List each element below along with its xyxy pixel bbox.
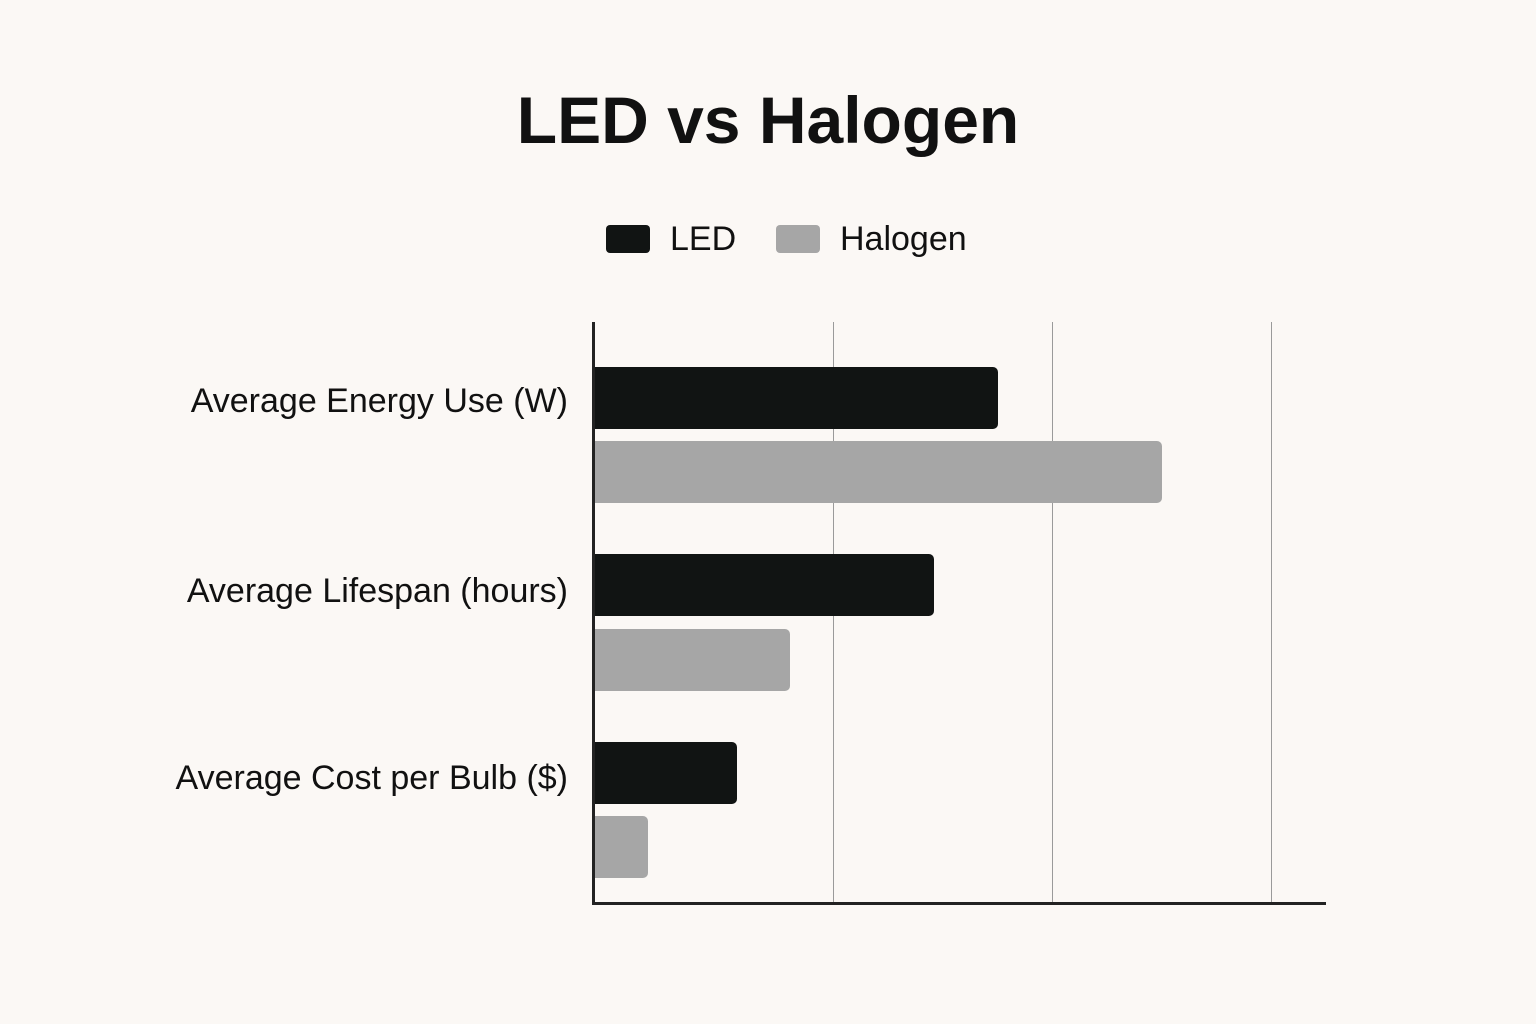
category-label-energy: Average Energy Use (W): [190, 382, 568, 420]
legend-swatch-halogen: [776, 225, 820, 253]
chart-title: LED vs Halogen: [516, 83, 1020, 157]
legend-label-led: LED: [670, 219, 737, 258]
gridline: [1052, 322, 1053, 902]
category-label-lifespan: Average Lifespan (hours): [186, 572, 568, 610]
bar-led-energy: [595, 367, 998, 429]
legend-item-halogen: Halogen: [776, 219, 967, 258]
legend-swatch-led: [606, 225, 650, 253]
bar-halogen-lifespan: [595, 629, 790, 691]
gridline: [1271, 322, 1272, 902]
legend-item-led: LED: [606, 219, 737, 258]
plot-area: [592, 322, 1326, 905]
category-label-cost: Average Cost per Bulb ($): [175, 759, 568, 797]
bar-led-lifespan: [595, 554, 935, 616]
bar-halogen-cost: [595, 816, 648, 878]
bar-halogen-energy: [595, 441, 1163, 503]
legend-label-halogen: Halogen: [840, 219, 967, 258]
bar-led-cost: [595, 742, 738, 804]
